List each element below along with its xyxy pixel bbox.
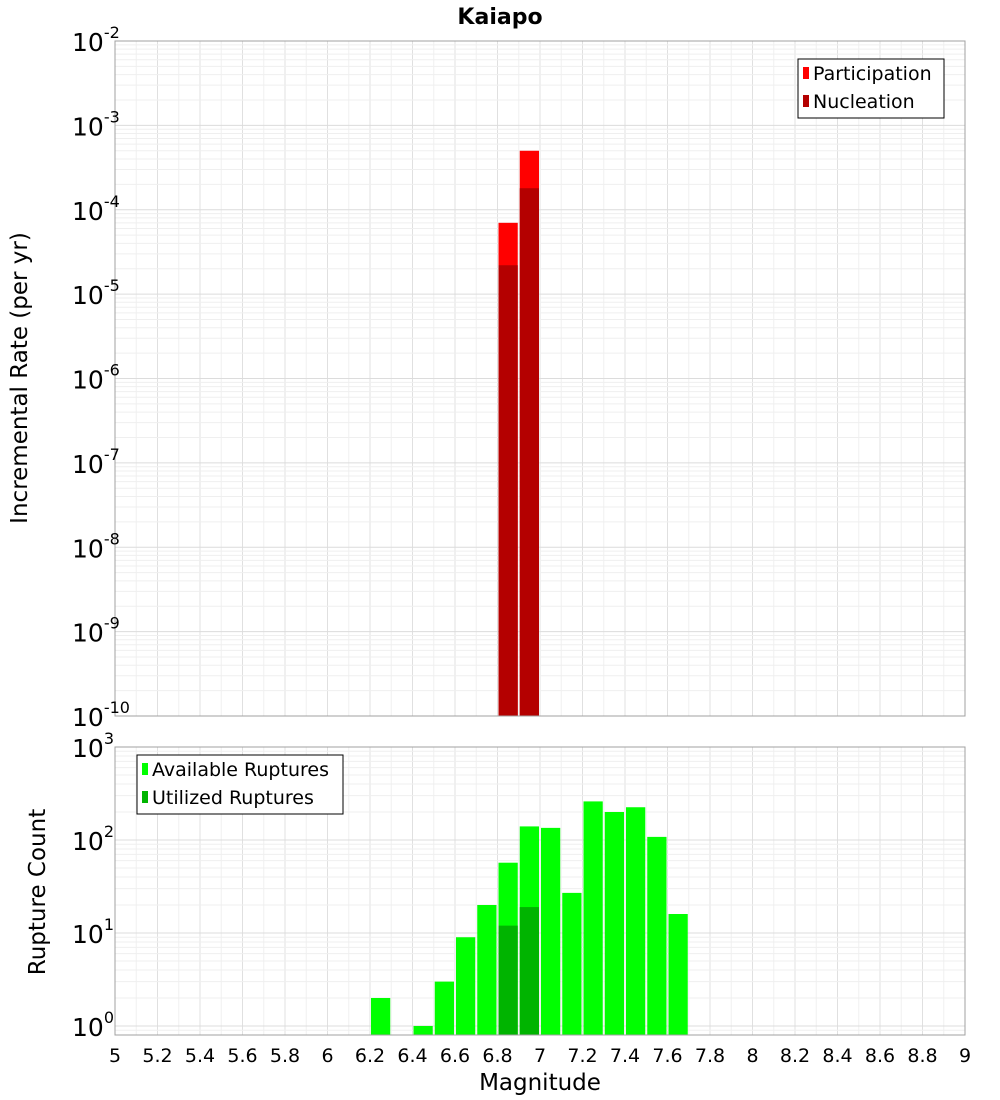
chart-title: Kaiapo: [457, 5, 542, 30]
rate-legend-label: Participation: [813, 63, 932, 85]
count-bar: [519, 907, 539, 1035]
x-tick-label: 8.8: [907, 1045, 937, 1067]
count-legend-label: Utilized Ruptures: [152, 787, 314, 809]
rate-legend-label: Nucleation: [813, 91, 915, 113]
x-tick-label: 9: [959, 1045, 971, 1067]
rate-legend: Participation Nucleation: [797, 58, 945, 119]
x-tick-label: 5.2: [142, 1045, 172, 1067]
count-bar: [498, 925, 518, 1035]
x-tick-label: 8.2: [780, 1045, 810, 1067]
x-tick-label: 6.2: [355, 1045, 385, 1067]
count-y-tick-label: 103: [72, 729, 114, 763]
count-bar: [434, 981, 454, 1035]
x-tick-label: 5.6: [227, 1045, 257, 1067]
rate-legend-swatch: [803, 67, 809, 79]
count-y-tick-label: 100: [72, 1008, 114, 1042]
rate-y-tick-label: 10-10: [72, 698, 130, 732]
count-legend-label: Available Ruptures: [152, 759, 329, 781]
rate-bar: [519, 188, 539, 717]
count-bar: [647, 836, 667, 1035]
x-tick-label: 8: [746, 1045, 758, 1067]
x-tick-label: 7.2: [567, 1045, 597, 1067]
rate-y-tick-label: 10-7: [72, 445, 120, 479]
x-tick-label: 5.4: [185, 1045, 215, 1067]
rate-y-tick-label: 10-2: [72, 23, 120, 57]
x-tick-label: 6.6: [440, 1045, 470, 1067]
rate-y-tick-label: 10-8: [72, 529, 120, 563]
rate-y-tick-label: 10-4: [72, 192, 120, 226]
x-tick-label: 6.4: [397, 1045, 427, 1067]
x-tick-label: 8.6: [865, 1045, 895, 1067]
x-tick-label: 7.6: [652, 1045, 682, 1067]
rate-legend-swatch: [803, 95, 809, 107]
count-bar: [413, 1025, 433, 1035]
count-series-2: [498, 907, 539, 1035]
count-legend-swatch: [142, 763, 148, 775]
rate-legend-box: [797, 58, 945, 119]
rate-y-tick-label: 10-3: [72, 107, 120, 141]
count-legend-box: [136, 754, 344, 815]
magnitude-x-axis-label: Magnitude: [479, 1070, 601, 1096]
count-bar: [541, 827, 561, 1035]
count-bar: [583, 801, 603, 1035]
count-bar: [668, 914, 688, 1035]
count-bar: [371, 997, 391, 1035]
count-bar: [477, 904, 497, 1035]
count-bar: [562, 892, 582, 1035]
x-tick-label: 8.4: [822, 1045, 852, 1067]
count-plot-frame: [114, 746, 966, 1036]
count-y-tick-label: 101: [72, 915, 114, 949]
rate-y-axis-label: Incremental Rate (per yr): [7, 232, 33, 524]
rate-plot-frame: [114, 40, 966, 717]
rate-y-tick-label: 10-6: [72, 361, 120, 395]
x-tick-label: 5: [109, 1045, 121, 1067]
x-tick-label: 7.8: [695, 1045, 725, 1067]
count-bar: [626, 807, 646, 1035]
rate-y-tick-label: 10-5: [72, 276, 120, 310]
count-y-axis-label: Rupture Count: [25, 809, 51, 975]
rate-panel: 10-10 10-9 10-8 10-7 10-6 10-5 10-4 10-3 10-2 Par…: [72, 23, 966, 732]
x-tick-label: 7: [534, 1045, 546, 1067]
count-legend-swatch: [142, 791, 148, 803]
rate-bar: [498, 265, 518, 716]
rate-series-2: [498, 188, 539, 717]
count-legend: Available Ruptures Utilized Ruptures: [136, 754, 344, 815]
x-tick-label: 5.8: [270, 1045, 300, 1067]
count-y-tick-label: 102: [72, 822, 114, 856]
rate-grid: [114, 41, 966, 717]
x-tick-label: 7.4: [610, 1045, 640, 1067]
count-bar: [604, 812, 624, 1035]
x-tick-label: 6: [321, 1045, 333, 1067]
x-tick-label: 6.8: [482, 1045, 512, 1067]
count-bar: [456, 937, 476, 1035]
rate-y-tick-label: 10-9: [72, 614, 120, 648]
